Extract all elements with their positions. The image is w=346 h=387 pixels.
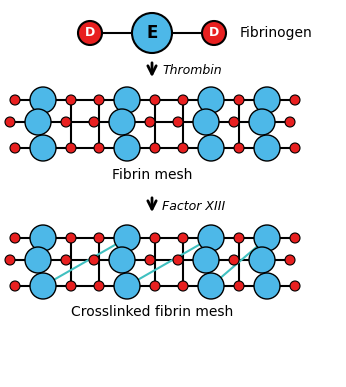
Circle shape bbox=[202, 21, 226, 45]
Text: E: E bbox=[146, 24, 158, 42]
Circle shape bbox=[94, 143, 104, 153]
Circle shape bbox=[290, 143, 300, 153]
Circle shape bbox=[10, 281, 20, 291]
Circle shape bbox=[114, 273, 140, 299]
Circle shape bbox=[229, 255, 239, 265]
Text: D: D bbox=[209, 26, 219, 39]
Circle shape bbox=[30, 225, 56, 251]
Circle shape bbox=[10, 233, 20, 243]
Circle shape bbox=[150, 95, 160, 105]
Text: Fibrin mesh: Fibrin mesh bbox=[112, 168, 192, 182]
Circle shape bbox=[10, 95, 20, 105]
Circle shape bbox=[290, 233, 300, 243]
Circle shape bbox=[145, 117, 155, 127]
Circle shape bbox=[145, 255, 155, 265]
Circle shape bbox=[25, 247, 51, 273]
Circle shape bbox=[94, 95, 104, 105]
Circle shape bbox=[89, 255, 99, 265]
Circle shape bbox=[173, 255, 183, 265]
Circle shape bbox=[94, 281, 104, 291]
Circle shape bbox=[290, 281, 300, 291]
Circle shape bbox=[198, 225, 224, 251]
Text: D: D bbox=[85, 26, 95, 39]
Circle shape bbox=[193, 247, 219, 273]
Circle shape bbox=[150, 143, 160, 153]
Circle shape bbox=[66, 95, 76, 105]
Circle shape bbox=[5, 255, 15, 265]
Circle shape bbox=[249, 109, 275, 135]
Circle shape bbox=[89, 117, 99, 127]
Circle shape bbox=[290, 95, 300, 105]
Text: Factor XIII: Factor XIII bbox=[162, 200, 225, 214]
Circle shape bbox=[30, 273, 56, 299]
Circle shape bbox=[178, 281, 188, 291]
Circle shape bbox=[10, 143, 20, 153]
Circle shape bbox=[198, 135, 224, 161]
Circle shape bbox=[109, 109, 135, 135]
Circle shape bbox=[178, 143, 188, 153]
Circle shape bbox=[25, 109, 51, 135]
Circle shape bbox=[5, 117, 15, 127]
Circle shape bbox=[30, 135, 56, 161]
Circle shape bbox=[178, 233, 188, 243]
Circle shape bbox=[234, 95, 244, 105]
Circle shape bbox=[234, 281, 244, 291]
Circle shape bbox=[30, 87, 56, 113]
Circle shape bbox=[114, 225, 140, 251]
Circle shape bbox=[66, 281, 76, 291]
Circle shape bbox=[78, 21, 102, 45]
Circle shape bbox=[254, 135, 280, 161]
Circle shape bbox=[66, 233, 76, 243]
Circle shape bbox=[109, 247, 135, 273]
Circle shape bbox=[132, 13, 172, 53]
Circle shape bbox=[178, 95, 188, 105]
Circle shape bbox=[229, 117, 239, 127]
Circle shape bbox=[285, 255, 295, 265]
Circle shape bbox=[150, 233, 160, 243]
Circle shape bbox=[254, 225, 280, 251]
Circle shape bbox=[66, 143, 76, 153]
Circle shape bbox=[94, 233, 104, 243]
Circle shape bbox=[254, 87, 280, 113]
Circle shape bbox=[254, 273, 280, 299]
Circle shape bbox=[150, 281, 160, 291]
Circle shape bbox=[114, 135, 140, 161]
Circle shape bbox=[173, 117, 183, 127]
Circle shape bbox=[198, 273, 224, 299]
Circle shape bbox=[249, 247, 275, 273]
Text: Thrombin: Thrombin bbox=[162, 63, 222, 77]
Circle shape bbox=[234, 233, 244, 243]
Circle shape bbox=[198, 87, 224, 113]
Circle shape bbox=[61, 117, 71, 127]
Circle shape bbox=[114, 87, 140, 113]
Circle shape bbox=[234, 143, 244, 153]
Text: Crosslinked fibrin mesh: Crosslinked fibrin mesh bbox=[71, 305, 233, 319]
Text: Fibrinogen: Fibrinogen bbox=[240, 26, 313, 40]
Circle shape bbox=[285, 117, 295, 127]
Circle shape bbox=[61, 255, 71, 265]
Circle shape bbox=[193, 109, 219, 135]
